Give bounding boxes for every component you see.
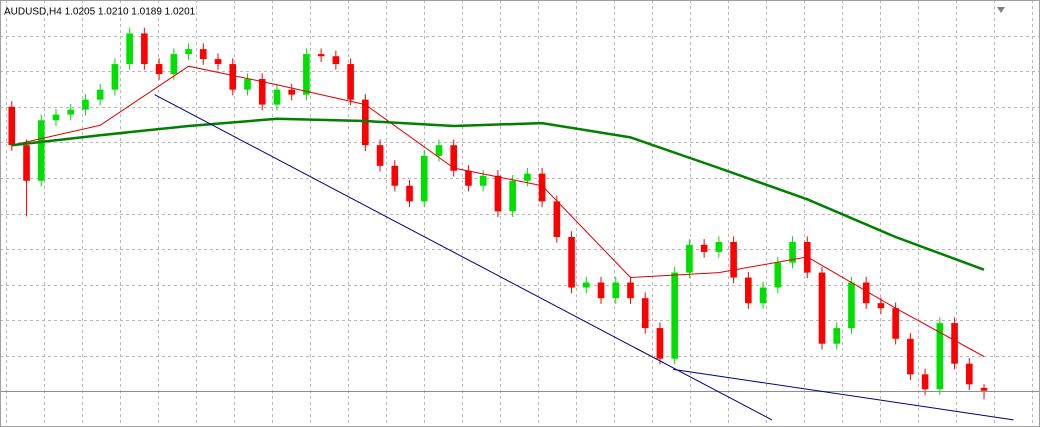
candle-body [494, 175, 502, 212]
candle-body [141, 33, 148, 65]
candle-body [126, 33, 133, 65]
candle-body [303, 54, 310, 95]
candle-body [258, 78, 266, 105]
candle-body [244, 78, 251, 90]
candle-body [37, 120, 45, 181]
candle-body [450, 145, 458, 171]
candle-body [789, 241, 796, 263]
candle-body [980, 387, 988, 391]
candle-body [862, 282, 870, 304]
candle-body [538, 173, 546, 202]
candle-body [671, 272, 678, 359]
candle-body [185, 49, 192, 55]
candle-body [435, 145, 443, 156]
candle-body [627, 282, 634, 299]
trend-line [673, 368, 1014, 421]
candle-body [597, 282, 605, 299]
candle-body [52, 114, 60, 121]
candle-body [568, 236, 575, 288]
candle-body [67, 109, 75, 115]
candle-body [612, 282, 620, 299]
candle-body [317, 54, 325, 57]
candle-body [951, 323, 958, 364]
candle-body [465, 170, 472, 186]
trend-line [154, 94, 773, 421]
candle-body [848, 282, 855, 329]
candle-body [745, 277, 752, 304]
candle-body [229, 64, 237, 90]
candle-body [23, 145, 30, 181]
candle-body [509, 180, 516, 212]
candle-body [332, 56, 340, 65]
candle-body [715, 241, 723, 252]
candle-body [656, 328, 664, 359]
candle-body [111, 64, 119, 90]
candle-body [273, 89, 281, 105]
candle-body [553, 201, 561, 237]
moving-average [11, 65, 985, 357]
candle-body [700, 244, 708, 252]
candle-body [214, 59, 222, 65]
candle-body [420, 155, 428, 202]
candle-body [96, 89, 104, 100]
candle-body [582, 282, 590, 288]
candle-body [833, 328, 841, 344]
candle-body [965, 363, 973, 385]
candle-body [479, 175, 487, 186]
candle-body [774, 262, 782, 288]
candle-body [730, 241, 737, 278]
candle-body [288, 89, 295, 95]
candle-body [759, 287, 767, 304]
candle-body [199, 49, 207, 60]
candle-body [936, 323, 944, 390]
plot [0, 27, 1040, 421]
candle-body [641, 298, 649, 329]
candle-body [170, 54, 178, 75]
candle-body [524, 173, 531, 181]
shift-marker [997, 7, 1005, 13]
candle-body [391, 165, 399, 186]
candle-body [406, 185, 413, 202]
candle-body [686, 244, 693, 273]
candle-body [877, 303, 885, 309]
candle-body [8, 106, 16, 146]
candle-body [892, 308, 899, 339]
candle-body [347, 64, 354, 100]
chart-title: AUDUSD,H4 1.0205 1.0210 1.0189 1.0201 [4, 7, 196, 18]
candle-body [921, 374, 929, 390]
candle-body [818, 272, 826, 344]
candle-body [155, 64, 163, 75]
candle-body [907, 338, 914, 375]
candle-body [376, 145, 384, 166]
moving-average [11, 117, 985, 271]
candle-body [82, 99, 89, 110]
candle-body [362, 99, 369, 146]
